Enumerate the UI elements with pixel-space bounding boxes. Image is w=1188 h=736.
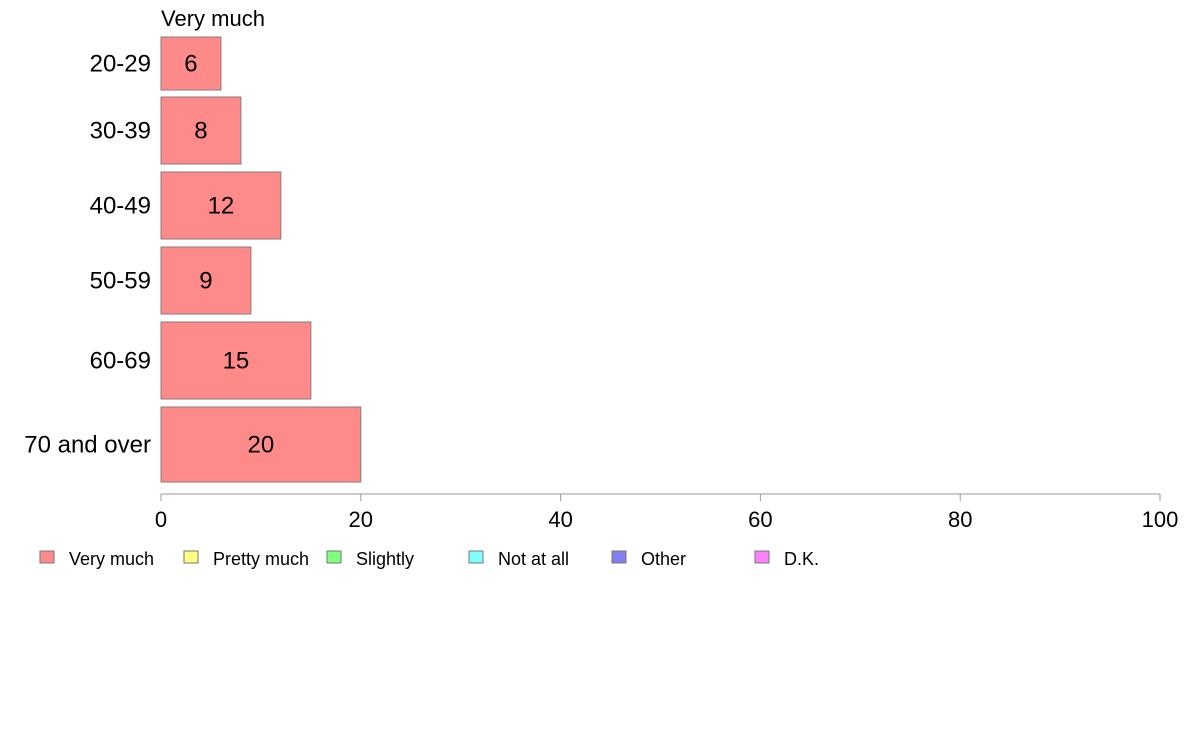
bar xyxy=(160,321,312,400)
x-tick-label: 100 xyxy=(1142,507,1179,532)
chart-title: Very much xyxy=(161,6,265,31)
bar xyxy=(160,246,252,315)
bar xyxy=(160,96,242,165)
category-label: 60-69 xyxy=(90,348,151,375)
bar-value-label: 8 xyxy=(194,118,207,145)
legend-swatch xyxy=(39,550,55,564)
legend-swatch xyxy=(611,550,627,564)
bar xyxy=(160,171,282,240)
x-axis: 0 20 40 60 80 100 xyxy=(155,493,1179,532)
x-tick-label: 20 xyxy=(349,507,373,532)
legend-label: Not at all xyxy=(498,549,569,569)
legend-swatch xyxy=(754,550,770,564)
bar xyxy=(160,406,362,483)
bar-value-label: 9 xyxy=(199,268,212,295)
category-label: 40-49 xyxy=(90,193,151,220)
legend-label: Other xyxy=(641,549,686,569)
bar-value-label: 15 xyxy=(223,348,250,375)
bar-value-label: 6 xyxy=(184,51,197,78)
category-label: 30-39 xyxy=(90,118,151,145)
category-label: 20-29 xyxy=(90,51,151,78)
legend-label: Slightly xyxy=(356,549,414,569)
x-tick-label: 40 xyxy=(548,507,572,532)
legend-label: Pretty much xyxy=(213,549,309,569)
legend-swatch xyxy=(183,550,199,564)
legend-label: D.K. xyxy=(784,549,819,569)
bar-value-label: 20 xyxy=(248,432,275,459)
bar xyxy=(160,36,222,91)
category-label: 70 and over xyxy=(24,432,151,459)
category-label: 50-59 xyxy=(90,268,151,295)
x-tick-label: 60 xyxy=(748,507,772,532)
legend-swatch xyxy=(468,550,484,564)
bars-layer: 6 20-29 8 30-39 12 40-49 9 50-59 15 60-69 20 70 and… xyxy=(24,36,362,483)
bar-value-label: 12 xyxy=(208,193,235,220)
legend-label: Very much xyxy=(69,549,154,569)
legend: Very much Pretty much Slightly Not at all Ot… xyxy=(39,549,819,569)
legend-swatch xyxy=(326,550,342,564)
x-tick-label: 0 xyxy=(155,507,167,532)
x-tick-label: 80 xyxy=(948,507,972,532)
